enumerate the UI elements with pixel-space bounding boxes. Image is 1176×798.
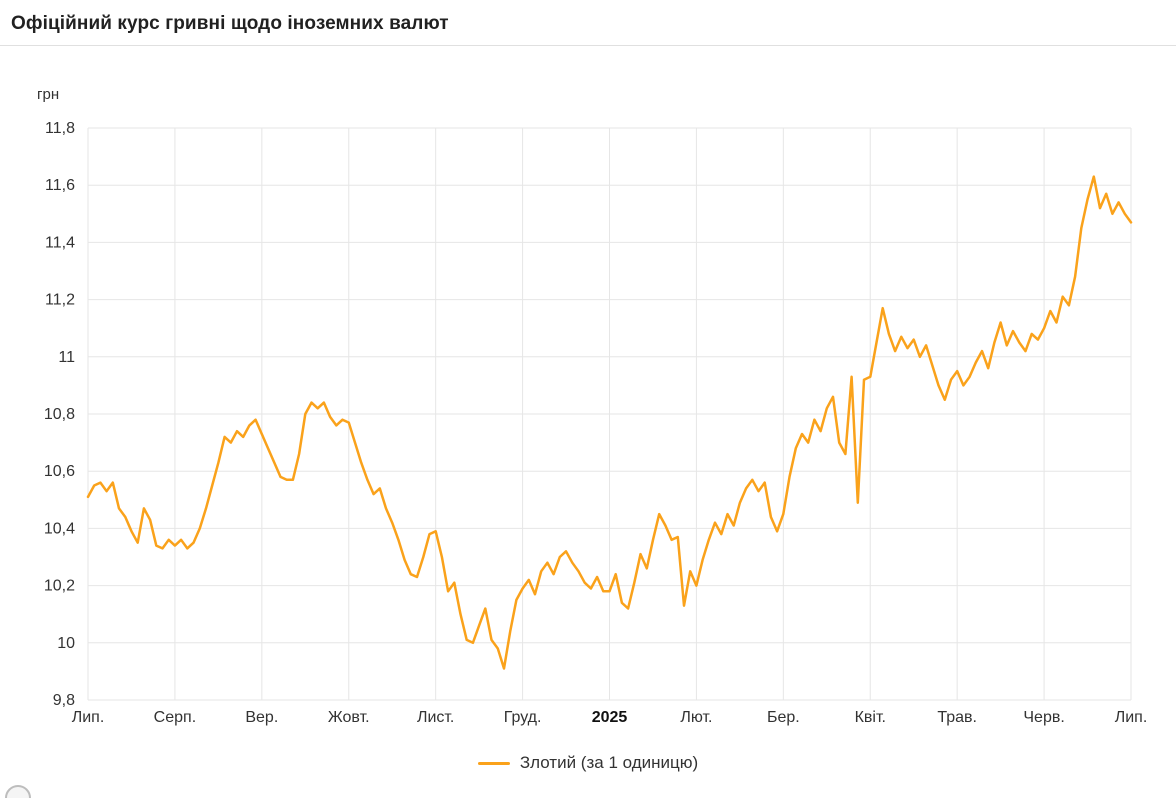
series-line-zloty[interactable] — [86, 175, 1133, 670]
x-tick-label: Бер. — [767, 709, 800, 726]
line-chart-svg: 9,8 10 10,2 10,4 10,6 10,8 11 11,2 11,4 11,6 11,8 Л… — [44, 120, 1148, 726]
y-tick-label: 10,8 — [44, 406, 75, 423]
page-header: Офіційний курс гривні щодо іноземних вал… — [0, 0, 1176, 46]
y-axis-title: грн — [37, 86, 60, 103]
x-tick-label: Лип. — [1115, 709, 1148, 726]
x-tick-label: Трав. — [937, 709, 977, 726]
x-tick-label: Жовт. — [328, 709, 370, 726]
x-tick-label: 2025 — [592, 709, 628, 726]
y-tick-label: 10 — [57, 635, 75, 652]
x-tick-label: Лист. — [417, 709, 454, 726]
y-tick-label: 11,2 — [45, 292, 75, 309]
y-tick-label: 10,4 — [44, 520, 75, 537]
page-title: Офіційний курс гривні щодо іноземних вал… — [11, 13, 449, 34]
legend-line-marker — [477, 761, 510, 765]
y-tick-label: 11,8 — [45, 120, 75, 137]
x-tick-label: Лип. — [72, 709, 105, 726]
y-tick-label: 11,4 — [45, 234, 75, 251]
legend-item-zloty[interactable]: Злотий (за 1 одиницю) — [0, 753, 1176, 773]
x-tick-label: Квіт. — [855, 709, 886, 726]
y-tick-label: 11,6 — [45, 177, 75, 194]
x-tick-label: Вер. — [245, 709, 278, 726]
watermark-icon — [5, 785, 31, 798]
x-tick-label: Серп. — [154, 709, 196, 726]
y-tick-label: 10,6 — [44, 463, 75, 480]
legend-label: Злотий (за 1 одиницю) — [519, 753, 699, 772]
y-tick-label: 10,2 — [44, 578, 75, 595]
x-tick-label: Черв. — [1023, 709, 1064, 726]
x-tick-label: Лют. — [680, 709, 712, 726]
y-tick-label: 9,8 — [53, 692, 75, 709]
x-tick-label: Груд. — [504, 709, 542, 726]
y-tick-label: 11 — [58, 349, 75, 366]
